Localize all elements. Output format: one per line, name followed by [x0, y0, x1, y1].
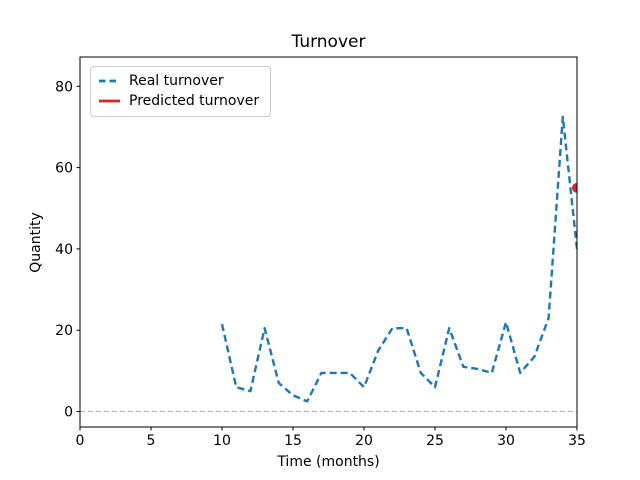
y-tick-label-0: 0	[64, 405, 73, 421]
x-tick-label-0: 0	[76, 433, 85, 449]
x-tick-label-30: 30	[497, 433, 515, 449]
legend: Real turnover Predicted turnover	[90, 66, 272, 117]
legend-item-predicted-turnover: Predicted turnover	[99, 92, 259, 110]
x-tick-label-10: 10	[213, 433, 231, 449]
y-tick-label-40: 40	[55, 242, 73, 258]
real-turnover-line-swatch	[99, 79, 120, 83]
legend-label-predicted-turnover: Predicted turnover	[129, 93, 260, 109]
predicted-turnover-point	[572, 182, 577, 193]
x-tick-label-5: 5	[147, 433, 156, 449]
legend-item-real-turnover: Real turnover	[99, 72, 259, 90]
real-turnover-line	[220, 115, 577, 403]
plot-background	[80, 57, 577, 427]
x-tick-label-20: 20	[355, 433, 373, 449]
plot-border	[79, 56, 578, 428]
y-axis-label: Quantity	[28, 212, 44, 273]
legend-label-real-turnover: Real turnover	[129, 73, 224, 89]
y-tick-label-80: 80	[55, 79, 73, 95]
y-tick-label-60: 60	[55, 161, 73, 177]
x-tick-label-35: 35	[568, 433, 586, 449]
y-tick-label-20: 20	[55, 323, 73, 339]
x-tick-label-15: 15	[284, 433, 302, 449]
x-axis-label: Time (months)	[276, 454, 379, 470]
predicted-turnover-line-swatch	[99, 99, 120, 103]
chart-title: Turnover	[291, 32, 366, 52]
x-tick-label-25: 25	[426, 433, 444, 449]
